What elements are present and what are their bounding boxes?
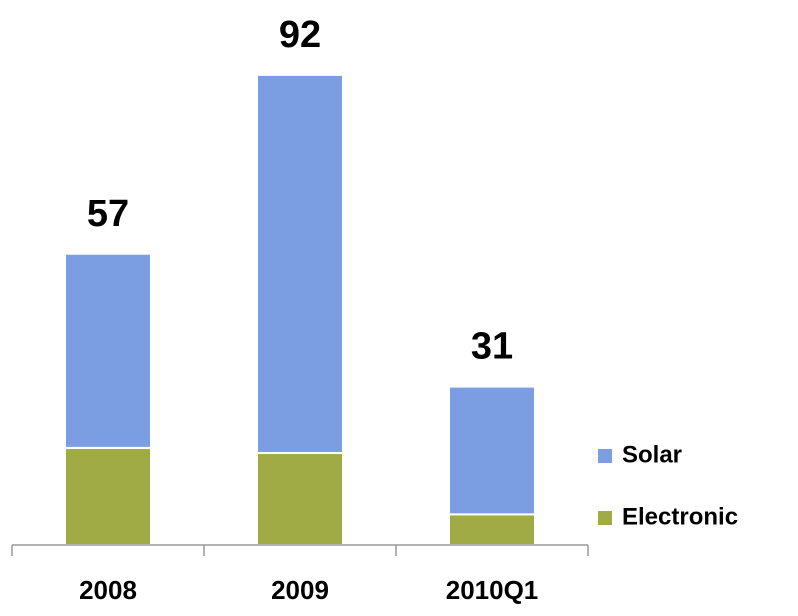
bar-segment — [256, 73, 344, 455]
x-tick-label: 2010Q1 — [446, 575, 539, 605]
legend-swatch — [598, 511, 612, 525]
bar-segment — [64, 252, 152, 449]
bar-segment — [448, 385, 536, 516]
total-label: 92 — [279, 14, 321, 56]
legend-label: Electronic — [622, 503, 738, 530]
bar-segment — [256, 452, 344, 546]
total-label: 57 — [87, 193, 129, 235]
total-label: 31 — [471, 326, 513, 368]
legend-label: Solar — [622, 441, 682, 468]
x-tick-label: 2009 — [271, 575, 329, 605]
legend-swatch — [598, 449, 612, 463]
bar-segment — [64, 446, 152, 546]
x-tick-label: 2008 — [79, 575, 137, 605]
bar-segment — [448, 513, 536, 547]
